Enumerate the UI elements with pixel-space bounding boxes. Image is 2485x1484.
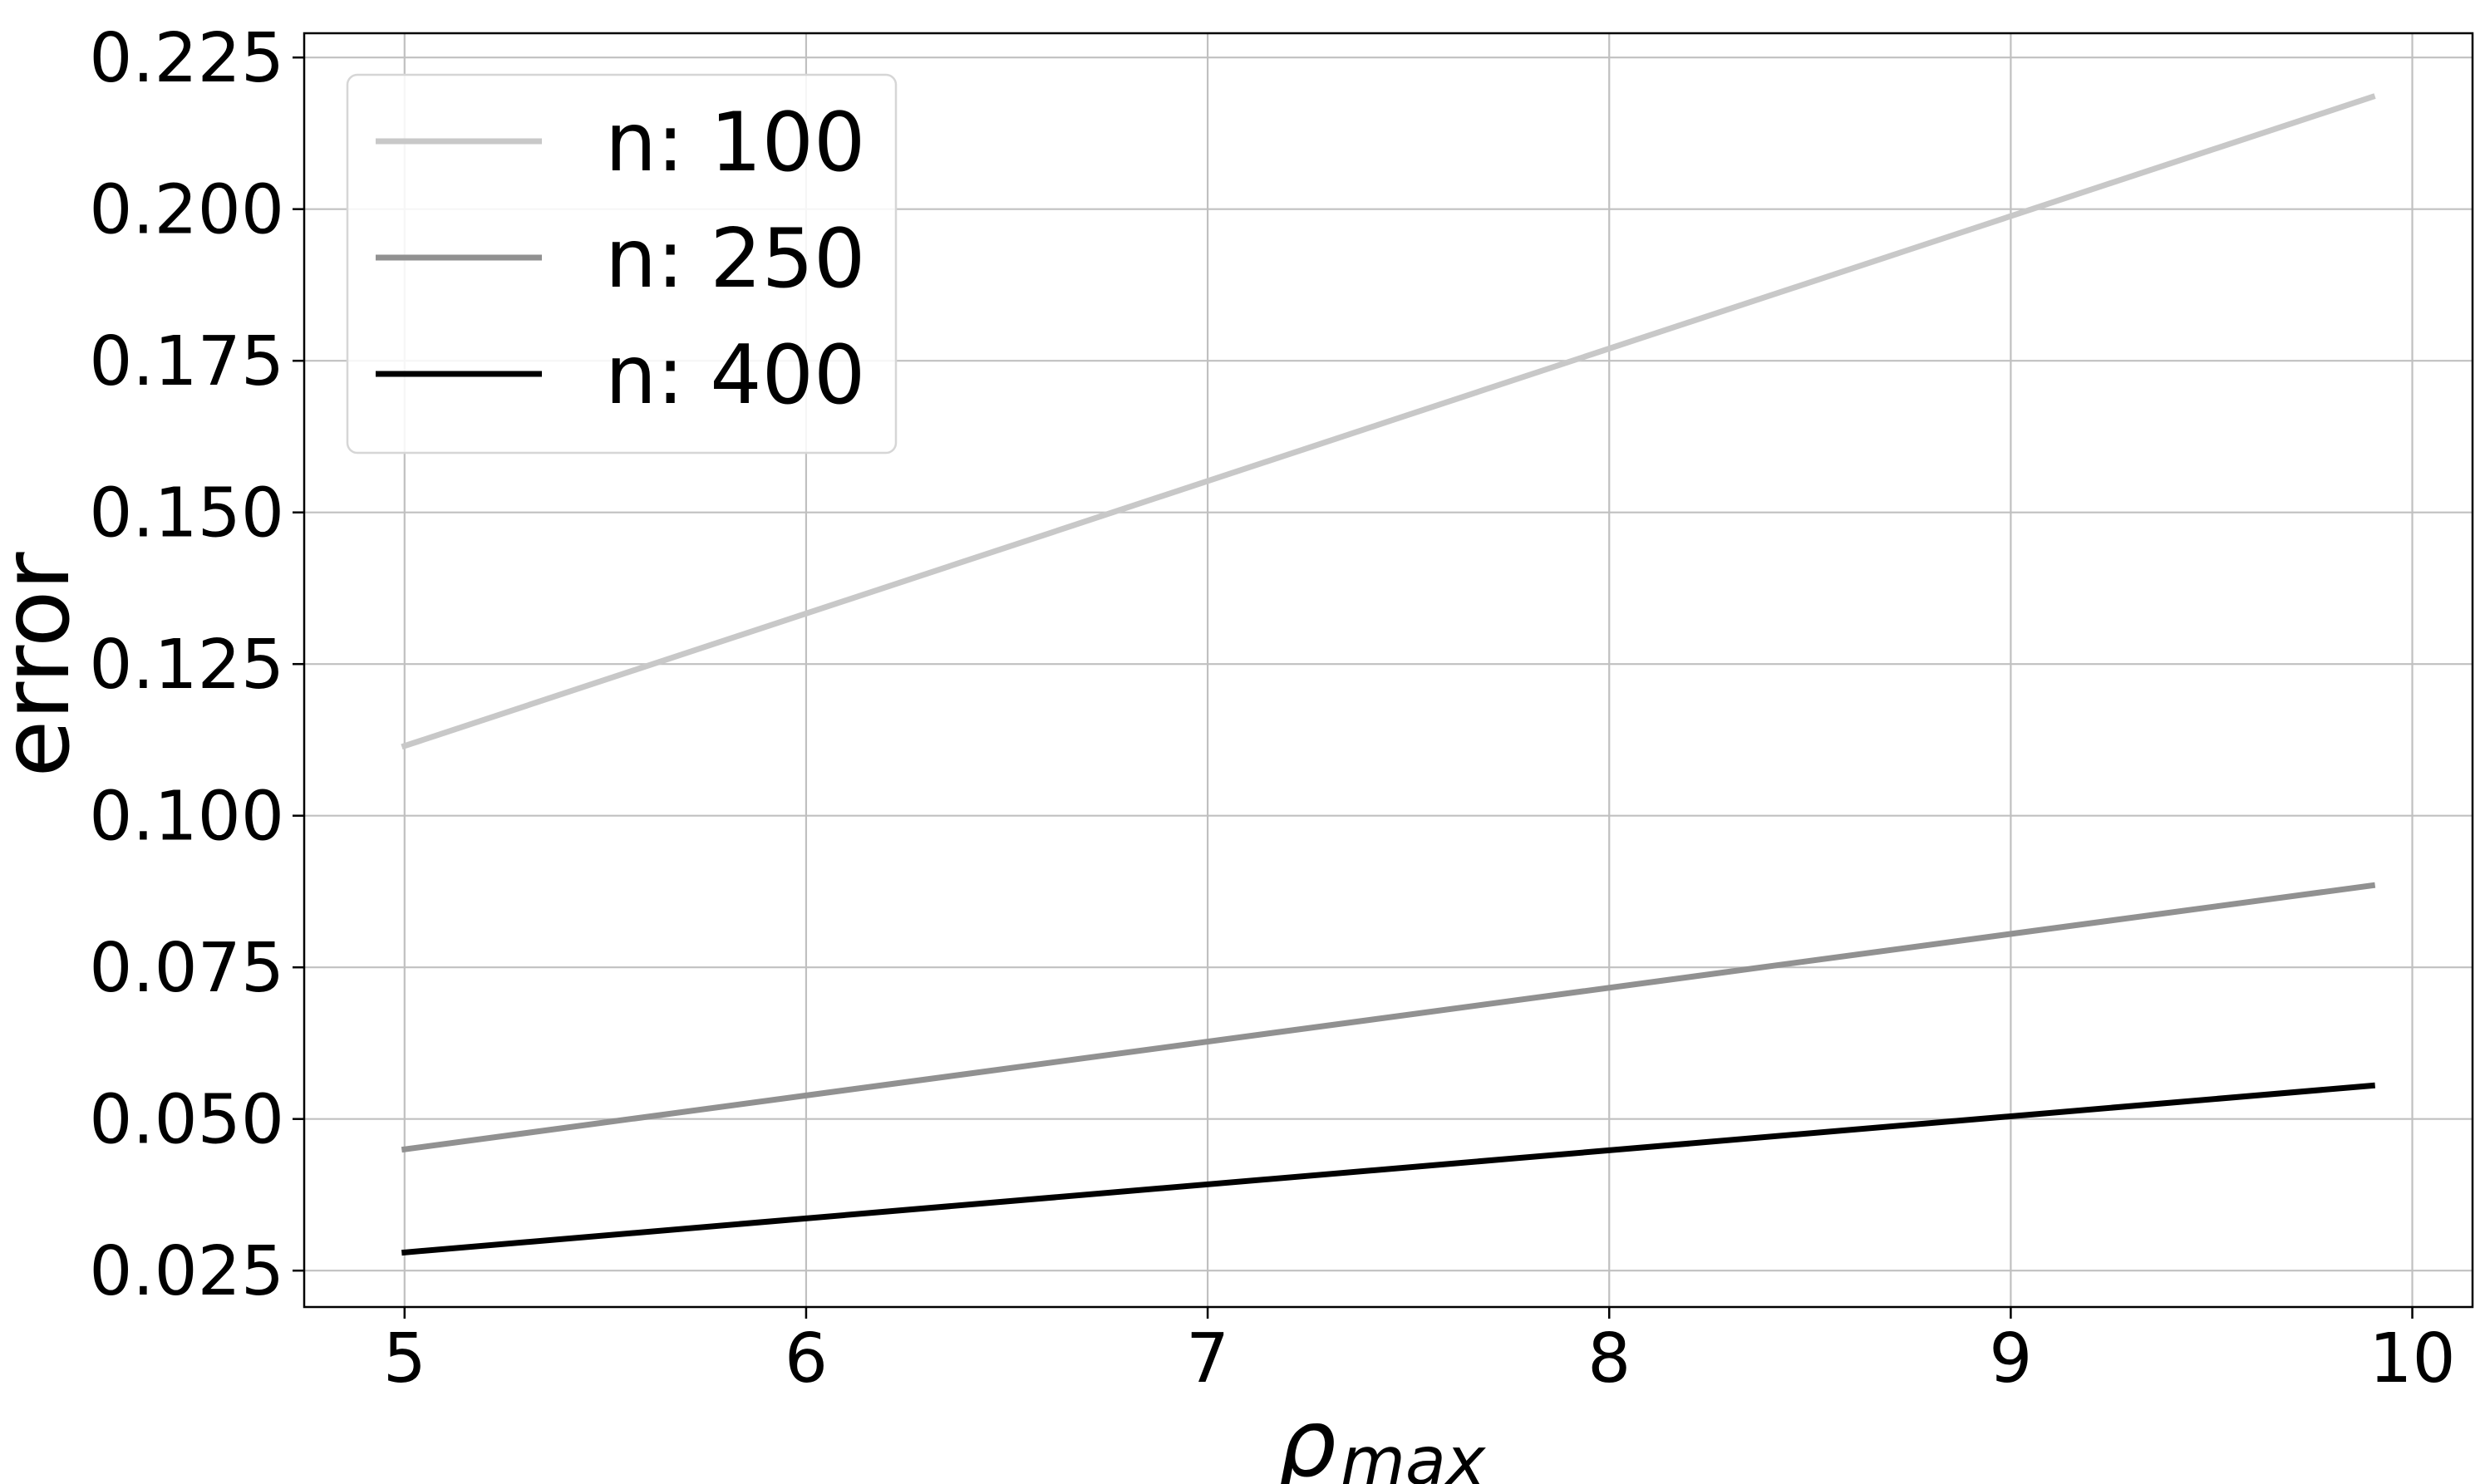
y-tick-label: 0.175 [89,322,284,401]
x-tick-label: 10 [2369,1319,2455,1398]
x-axis-ticks: 5 6 7 8 9 10 [383,1307,2456,1398]
legend-label-2: n: 250 [605,212,865,307]
series-lines [401,93,2376,1256]
y-axis-title: error [0,551,91,777]
legend-label-3: n: 400 [605,328,865,423]
series-line-2 [401,882,2376,1153]
x-tick-label: 5 [383,1319,426,1398]
plot-frame [303,32,2474,1309]
y-tick-label: 0.225 [89,19,284,98]
y-tick-label: 0.075 [89,929,284,1008]
y-tick-label: 0.025 [89,1232,284,1311]
series-line-3 [401,1082,2375,1256]
x-tick-label: 7 [1186,1319,1229,1398]
y-tick-label: 0.050 [89,1081,284,1160]
x-tick-label: 8 [1587,1319,1631,1398]
y-tick-label: 0.125 [89,626,284,705]
x-axis-title: ρ max [1277,1390,1487,1484]
legend-label-1: n: 100 [605,96,865,190]
legend: n: 100 n: 250 n: 400 [346,73,898,455]
x-tick-label: 6 [785,1319,828,1398]
x-tick-label: 9 [1989,1319,2032,1398]
x-axis-title-subscript: max [1341,1423,1487,1484]
y-axis-ticks: 0.025 0.050 0.075 0.100 0.125 0.150 0.175 0.200… [89,19,304,1311]
y-tick-label: 0.100 [89,778,284,857]
series-line-1 [401,93,2376,750]
grid [304,33,2473,1307]
y-tick-label: 0.150 [89,474,284,553]
y-tick-label: 0.200 [89,171,284,250]
plot-border [303,32,2474,1309]
x-axis-title-main: ρ [1277,1390,1336,1484]
legend-box [346,73,898,455]
